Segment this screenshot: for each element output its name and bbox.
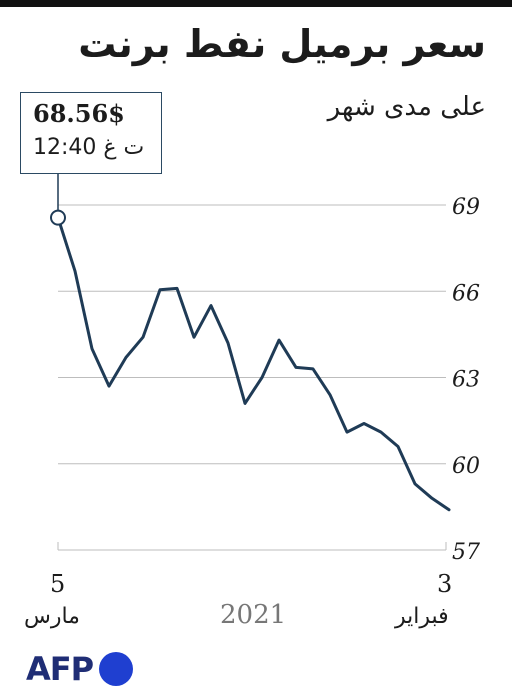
afp-logo-dot [99,652,134,686]
top-bar [0,0,512,7]
latest-price-marker [50,209,66,226]
y-tick-label-60: 60 [452,454,480,479]
x-start-month: مارس [24,604,80,629]
y-tick-label-57: 57 [452,540,480,565]
callout-price: 68.56$ [33,99,125,128]
afp-logo: AFP [26,650,134,688]
callout-time: 12:40 ت غ [33,135,145,160]
x-end-month: فبراير [395,604,449,629]
chart-subtitle: على مدى شهر [327,92,486,122]
price-series-line [56,216,451,512]
x-end-day: 3 [437,570,453,598]
x-start-day: 5 [50,570,66,598]
x-year: 2021 [220,600,287,630]
chart-title: سعر برميل نفط برنت [78,22,486,66]
price-callout: 68.56$ 12:40 ت غ [20,92,162,174]
afp-logo-text: AFP [26,650,94,688]
y-tick-label-69: 69 [452,195,480,220]
y-tick-label-66: 66 [452,281,480,306]
y-tick-label-63: 63 [452,368,480,393]
